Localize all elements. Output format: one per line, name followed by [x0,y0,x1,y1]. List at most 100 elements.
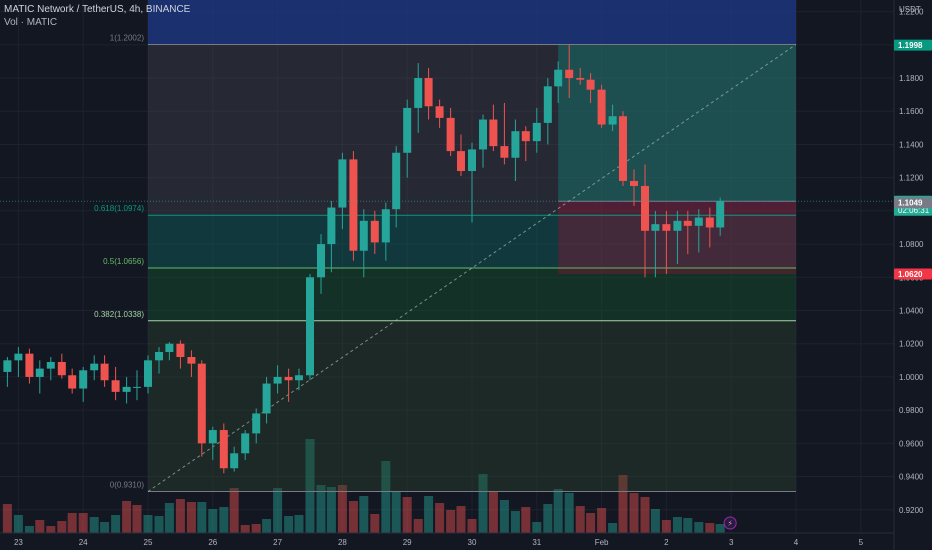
volume-bar [175,499,185,533]
fib-extension-zone [148,0,796,45]
candle-body [132,386,141,388]
volume-bar [370,514,380,533]
volume-bar [683,518,693,533]
volume-bar [435,503,445,533]
time-tick-label: 30 [468,538,477,547]
volume-bar [597,508,607,533]
candle-body [468,149,476,172]
volume-bar [46,526,56,533]
price-tick-label: 1.0000 [899,373,924,382]
candle-body [456,151,465,172]
candle-body [284,376,293,381]
volume-bar [2,504,12,533]
candle-body [176,343,185,357]
volume-bar [284,516,294,533]
candle-body [641,185,650,231]
volume-bar [381,461,391,533]
time-tick-label: 31 [532,538,541,547]
candle-body [586,79,595,90]
candle-body [155,352,164,361]
candle-body [3,360,12,372]
candle-body [165,343,174,353]
time-tick-label: Feb [595,538,609,547]
volume-bar [219,507,229,533]
fib-level-label: 0.618(1.0974) [94,204,144,213]
time-tick-label: 29 [403,538,412,547]
time-tick-label: 28 [338,538,347,547]
candle-body [694,217,703,226]
volume-bar [348,501,358,533]
volume-bar [467,519,477,533]
symbol-title[interactable]: MATIC Network / TetherUS, 4h, BINANCE [4,4,191,15]
candle-body [597,89,606,125]
volume-bar [564,493,574,533]
candle-body [489,119,498,147]
fib-level-label: 1(1.2002) [110,33,145,42]
candle-body [273,376,282,384]
candle-body [262,383,271,414]
fib-level-label: 0(0.9310) [110,480,145,489]
candle-body [630,180,638,186]
candle-body [35,368,44,377]
volume-bar [499,500,509,533]
candle-body [414,78,423,108]
volume-bar [240,525,250,533]
candle-body [662,224,671,231]
price-tick-label: 1.1200 [899,174,924,183]
volume-bar [305,439,315,533]
price-badge [894,268,932,280]
price-badge-label: 1.1998 [898,41,923,50]
volume-bar [543,504,553,533]
volume-bar [618,475,628,533]
volume-bar [553,489,563,533]
volume-bar [510,511,520,533]
countdown-label: 02:06:31 [898,206,930,215]
candle-body [608,116,617,125]
price-badge-label: 1.0620 [898,270,923,279]
volume-bar [197,502,207,533]
price-axis-unit: USDT [899,5,921,14]
candle-body [90,363,99,371]
price-tick-label: 1.0800 [899,240,924,249]
candle-body [511,131,520,158]
time-tick-label: 24 [79,538,88,547]
candle-body [187,356,196,364]
candle-body [144,360,152,387]
time-tick-label: 4 [794,538,799,547]
volume-bar [488,492,498,533]
price-tick-label: 0.9200 [899,506,924,515]
candle-body [111,380,120,392]
volume-bar [229,488,239,533]
volume-bar [413,519,423,533]
volume-bar [629,493,639,533]
volume-bar [402,497,412,533]
volume-legend[interactable]: Vol · MATIC [4,17,58,28]
volume-bar [586,513,596,533]
candle-body [230,453,239,469]
time-axis-background [0,533,932,550]
volume-bar [316,485,326,533]
candle-body [25,353,34,377]
volume-bar [478,474,488,533]
price-tick-label: 1.0200 [899,340,924,349]
time-tick-label: 3 [729,538,734,547]
volume-bar [35,520,45,533]
lightning-badge-icon [723,516,737,530]
candle-body [532,122,541,142]
volume-bar [456,506,466,533]
volume-bar [24,526,34,533]
price-tick-label: 0.9600 [899,439,924,448]
volume-bar [391,491,401,533]
volume-bar [715,524,725,533]
candle-body [68,375,77,389]
candle-body [424,78,433,107]
candle-body [651,224,660,231]
fib-zone [148,320,796,492]
candle-body [46,361,55,369]
volume-bar [251,524,261,533]
fib-level-label: 0.5(1.0656) [103,257,144,266]
price-tick-label: 1.1800 [899,74,924,83]
candle-body [500,146,509,158]
candle-body [543,86,552,123]
